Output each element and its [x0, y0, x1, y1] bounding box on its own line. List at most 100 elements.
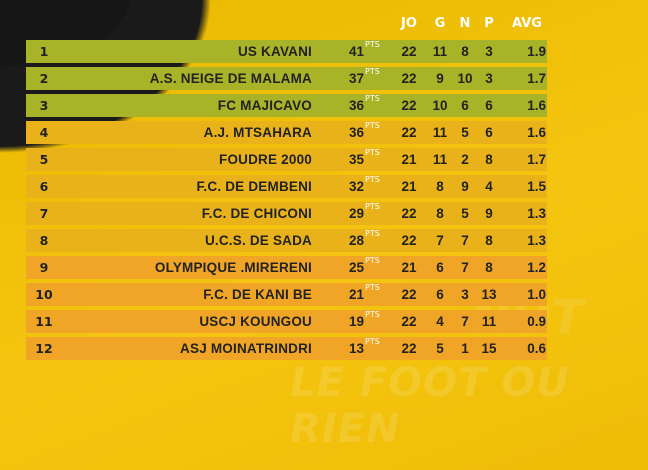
wins-cell: 11 — [432, 152, 448, 167]
average-cell: 1.5 — [527, 179, 546, 194]
losses-cell: 11 — [481, 314, 497, 329]
team-name: F.C. DE CHICONI — [201, 206, 312, 221]
pts-label: PTS — [365, 40, 380, 49]
rank-cell: 1 — [39, 44, 49, 59]
played-cell: 22 — [401, 44, 417, 59]
rank-cell: 11 — [35, 314, 53, 329]
wins-cell: 4 — [436, 314, 444, 329]
average-cell: 1.2 — [527, 260, 546, 275]
wins-cell: 10 — [432, 98, 448, 113]
average-cell: 1.6 — [527, 98, 546, 113]
pts-label: PTS — [365, 337, 380, 346]
wins-cell: 5 — [436, 341, 444, 356]
table-row: 6 F.C. DE DEMBENI 32 21 8 9 4 1.5 PTS — [26, 175, 547, 198]
played-cell: 22 — [401, 287, 417, 302]
wins-cell: 7 — [436, 233, 444, 248]
played-cell: 21 — [401, 260, 417, 275]
header-avg: AVG — [512, 16, 542, 31]
draws-cell: 6 — [461, 98, 469, 113]
draws-cell: 3 — [461, 287, 469, 302]
pts-label: PTS — [365, 94, 380, 103]
draws-cell: 10 — [457, 71, 473, 86]
losses-cell: 4 — [485, 179, 493, 194]
losses-cell: 8 — [485, 152, 493, 167]
played-cell: 22 — [401, 233, 417, 248]
pts-label: PTS — [365, 148, 380, 157]
rank-cell: 9 — [39, 260, 49, 275]
draws-cell: 7 — [461, 260, 469, 275]
table-row: 5 FOUDRE 2000 35 21 11 2 8 1.7 PTS — [26, 148, 547, 171]
rank-cell: 6 — [39, 179, 49, 194]
average-cell: 1.3 — [527, 233, 546, 248]
pts-label: PTS — [365, 67, 380, 76]
team-name: F.C. DE KANI BE — [203, 287, 312, 302]
wins-cell: 9 — [436, 71, 444, 86]
rank-cell: 7 — [39, 206, 49, 221]
rank-cell: 2 — [39, 71, 49, 86]
team-name: FOUDRE 2000 — [219, 152, 312, 167]
average-cell: 1.3 — [527, 206, 546, 221]
wins-cell: 6 — [436, 287, 444, 302]
team-name: OLYMPIQUE .MIRERENI — [154, 260, 312, 275]
losses-cell: 3 — [485, 44, 493, 59]
points-cell: 28 — [348, 233, 364, 248]
team-name: USCJ KOUNGOU — [199, 314, 312, 329]
average-cell: 1.0 — [527, 287, 546, 302]
team-name: F.C. DE DEMBENI — [196, 179, 312, 194]
wins-cell: 8 — [436, 206, 444, 221]
team-name: A.S. NEIGE DE MALAMA — [149, 71, 312, 86]
table-row: 8 U.C.S. DE SADA 28 22 7 7 8 1.3 PTS — [26, 229, 547, 252]
table-row: 11 USCJ KOUNGOU 19 22 4 7 11 0.9 PTS — [26, 310, 547, 333]
losses-cell: 6 — [485, 125, 493, 140]
header-jo: JO — [401, 16, 417, 31]
team-name: FC MAJICAVO — [217, 98, 312, 113]
header-n: N — [459, 16, 471, 31]
draws-cell: 7 — [461, 314, 469, 329]
played-cell: 21 — [401, 152, 417, 167]
losses-cell: 3 — [485, 71, 493, 86]
header-g: G — [434, 16, 446, 31]
table-row: 1 US KAVANI 41 22 11 8 3 1.9 PTS — [26, 40, 547, 63]
average-cell: 0.6 — [527, 341, 546, 356]
points-cell: 36 — [348, 98, 364, 113]
played-cell: 22 — [401, 125, 417, 140]
played-cell: 22 — [401, 206, 417, 221]
draws-cell: 1 — [461, 341, 469, 356]
draws-cell: 7 — [461, 233, 469, 248]
average-cell: 1.7 — [527, 71, 546, 86]
pts-label: PTS — [365, 283, 380, 292]
losses-cell: 8 — [485, 260, 493, 275]
wins-cell: 8 — [436, 179, 444, 194]
average-cell: 1.9 — [527, 44, 546, 59]
played-cell: 22 — [401, 341, 417, 356]
played-cell: 22 — [401, 71, 417, 86]
draws-cell: 5 — [461, 125, 469, 140]
points-cell: 29 — [348, 206, 364, 221]
rank-cell: 5 — [39, 152, 49, 167]
average-cell: 1.6 — [527, 125, 546, 140]
table-row: 12 ASJ MOINATRINDRI 13 22 5 1 15 0.6 PTS — [26, 337, 547, 360]
points-cell: 37 — [348, 71, 364, 86]
losses-cell: 9 — [485, 206, 493, 221]
header-p: P — [484, 16, 494, 31]
losses-cell: 13 — [481, 287, 497, 302]
wins-cell: 11 — [432, 125, 448, 140]
points-cell: 36 — [348, 125, 364, 140]
rank-cell: 10 — [35, 287, 53, 302]
pts-label: PTS — [365, 202, 380, 211]
pts-label: PTS — [365, 229, 380, 238]
team-name: A.J. MTSAHARA — [203, 125, 312, 140]
table-row: 10 F.C. DE KANI BE 21 22 6 3 13 1.0 PTS — [26, 283, 547, 306]
losses-cell: 15 — [481, 341, 497, 356]
points-cell: 19 — [348, 314, 364, 329]
rank-cell: 12 — [35, 341, 53, 356]
standings-table: 1 US KAVANI 41 22 11 8 3 1.9 PTS 2 A.S. NEIGE DE M… — [26, 40, 547, 364]
watermark-tagline: LE FOOT OU RIEN — [290, 360, 570, 452]
played-cell: 21 — [401, 179, 417, 194]
losses-cell: 6 — [485, 98, 493, 113]
pts-label: PTS — [365, 256, 380, 265]
average-cell: 1.7 — [527, 152, 546, 167]
played-cell: 22 — [401, 314, 417, 329]
table-row: 7 F.C. DE CHICONI 29 22 8 5 9 1.3 PTS — [26, 202, 547, 225]
points-cell: 35 — [348, 152, 364, 167]
